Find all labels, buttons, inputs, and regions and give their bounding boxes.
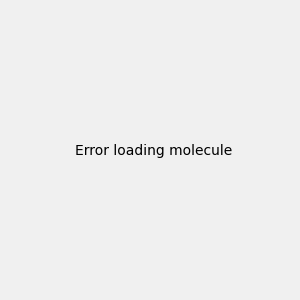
Text: Error loading molecule: Error loading molecule bbox=[75, 145, 232, 158]
